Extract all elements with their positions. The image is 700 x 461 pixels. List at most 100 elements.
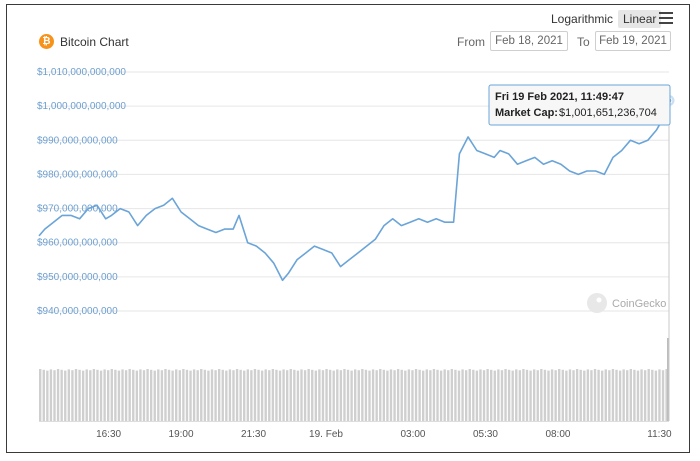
volume-bar — [228, 369, 232, 421]
volume-bar — [203, 369, 207, 421]
volume-bar — [114, 369, 117, 421]
volume-bar — [325, 369, 328, 421]
volume-bar — [217, 369, 221, 421]
volume-bar — [654, 370, 658, 421]
volume-bar — [647, 369, 650, 421]
volume-bar — [39, 369, 42, 421]
volume-bar — [293, 369, 296, 421]
volume-bar — [164, 369, 167, 421]
from-date-input[interactable]: Feb 18, 2021 — [490, 31, 568, 51]
volume-bar — [618, 370, 622, 421]
volume-bar — [425, 369, 428, 421]
volume-bar — [60, 369, 63, 421]
volume-bar — [328, 369, 332, 421]
volume-bar — [271, 369, 275, 421]
volume-bar — [511, 370, 514, 421]
to-date-input[interactable]: Feb 19, 2021 — [595, 31, 671, 51]
volume-bar — [540, 369, 543, 421]
volume-bar — [532, 369, 536, 421]
volume-bar — [139, 369, 142, 421]
coingecko-logo-icon — [587, 293, 607, 313]
volume-bar — [307, 369, 310, 421]
volume-bar — [85, 369, 88, 421]
chart-frame: Logarithmic Linear ₿ Bitcoin Chart From … — [6, 4, 690, 453]
volume-bar — [67, 369, 71, 421]
volume-bar — [586, 369, 590, 421]
volume-bar — [221, 369, 224, 421]
volume-bar — [422, 370, 425, 421]
volume-bar — [171, 370, 174, 421]
volume-bar — [468, 369, 471, 421]
volume-bar — [643, 370, 647, 421]
volume-bar — [257, 369, 260, 421]
tooltip-label: Market Cap: — [495, 107, 558, 119]
linear-scale-button[interactable]: Linear — [618, 10, 662, 28]
volume-bar — [464, 370, 468, 421]
volume-bar — [479, 369, 482, 421]
volume-bar — [357, 370, 360, 421]
volume-bar — [354, 369, 357, 421]
volume-bar — [285, 370, 289, 421]
volume-bar — [404, 370, 407, 421]
volume-bar — [583, 370, 586, 421]
volume-bar — [454, 369, 457, 421]
volume-bar — [275, 369, 278, 421]
volume-bar — [339, 370, 343, 421]
volume-bars — [39, 338, 669, 422]
volume-bar — [636, 370, 640, 421]
volume-bar — [611, 369, 615, 421]
volume-bar — [264, 369, 267, 421]
volume-bar — [507, 369, 511, 421]
volume-bar — [590, 370, 593, 421]
volume-bar — [239, 369, 242, 421]
chart-title: Bitcoin Chart — [60, 35, 129, 49]
market-cap-chart[interactable]: $940,000,000,000 $950,000,000,000 $960,000… — [7, 5, 691, 454]
y-tick-label: $1,000,000,000,000 — [37, 101, 126, 112]
volume-bar — [629, 369, 633, 421]
y-tick-label: $950,000,000,000 — [37, 272, 118, 283]
volume-bar — [457, 370, 461, 421]
volume-bar — [89, 370, 92, 421]
volume-bar — [604, 369, 607, 421]
volume-bar — [640, 369, 643, 421]
volume-bar — [432, 369, 436, 421]
volume-bar — [178, 370, 181, 421]
tooltip-title: Fri 19 Feb 2021, 11:49:47 — [495, 91, 624, 103]
volume-bar — [96, 369, 99, 421]
hamburger-menu-icon[interactable] — [659, 12, 673, 24]
x-tick-label: 05:30 — [473, 429, 498, 440]
volume-bar — [400, 369, 403, 421]
volume-bar — [475, 370, 479, 421]
volume-bar — [332, 370, 335, 421]
coingecko-logo-eye — [596, 297, 602, 303]
bitcoin-icon: ₿ — [39, 34, 54, 49]
volume-bar — [296, 370, 300, 421]
volume-bar — [132, 369, 135, 421]
volume-bar — [389, 369, 393, 421]
volume-bar — [436, 369, 439, 421]
logarithmic-scale-button[interactable]: Logarithmic — [551, 12, 614, 26]
volume-bar — [103, 369, 106, 421]
volume-bar — [214, 370, 217, 421]
volume-bar — [558, 369, 561, 421]
volume-bar — [74, 369, 78, 421]
volume-bar — [482, 370, 486, 421]
x-axis-labels: 16:30 19:00 21:30 19. Feb 03:00 05:30 08:00 11:… — [96, 429, 672, 440]
volume-bar — [135, 370, 139, 421]
volume-bar — [46, 370, 49, 421]
volume-bar — [554, 370, 557, 421]
volume-bar — [411, 370, 414, 421]
volume-bar — [225, 370, 228, 421]
volume-bar — [321, 370, 325, 421]
volume-bar — [522, 369, 525, 421]
volume-bar — [622, 369, 625, 421]
y-tick-label: $990,000,000,000 — [37, 135, 118, 146]
volume-bar — [497, 369, 500, 421]
to-label: To — [577, 35, 590, 49]
volume-bar — [260, 370, 264, 421]
volume-bar — [121, 369, 124, 421]
volume-bar — [192, 369, 196, 421]
volume-bar — [382, 369, 386, 421]
grid-lines — [39, 71, 669, 312]
volume-bar — [235, 369, 239, 421]
